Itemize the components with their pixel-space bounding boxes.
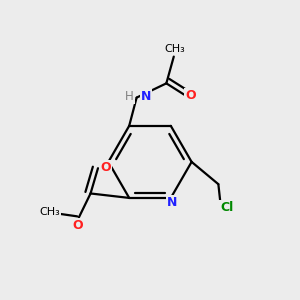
Text: O: O (100, 161, 111, 174)
Text: CH₃: CH₃ (40, 208, 60, 218)
Text: Cl: Cl (220, 202, 233, 214)
Text: H: H (125, 90, 134, 103)
Text: O: O (72, 219, 83, 232)
Text: O: O (185, 89, 196, 102)
Text: N: N (167, 196, 178, 209)
Text: CH₃: CH₃ (164, 44, 185, 54)
Text: N: N (141, 90, 152, 103)
